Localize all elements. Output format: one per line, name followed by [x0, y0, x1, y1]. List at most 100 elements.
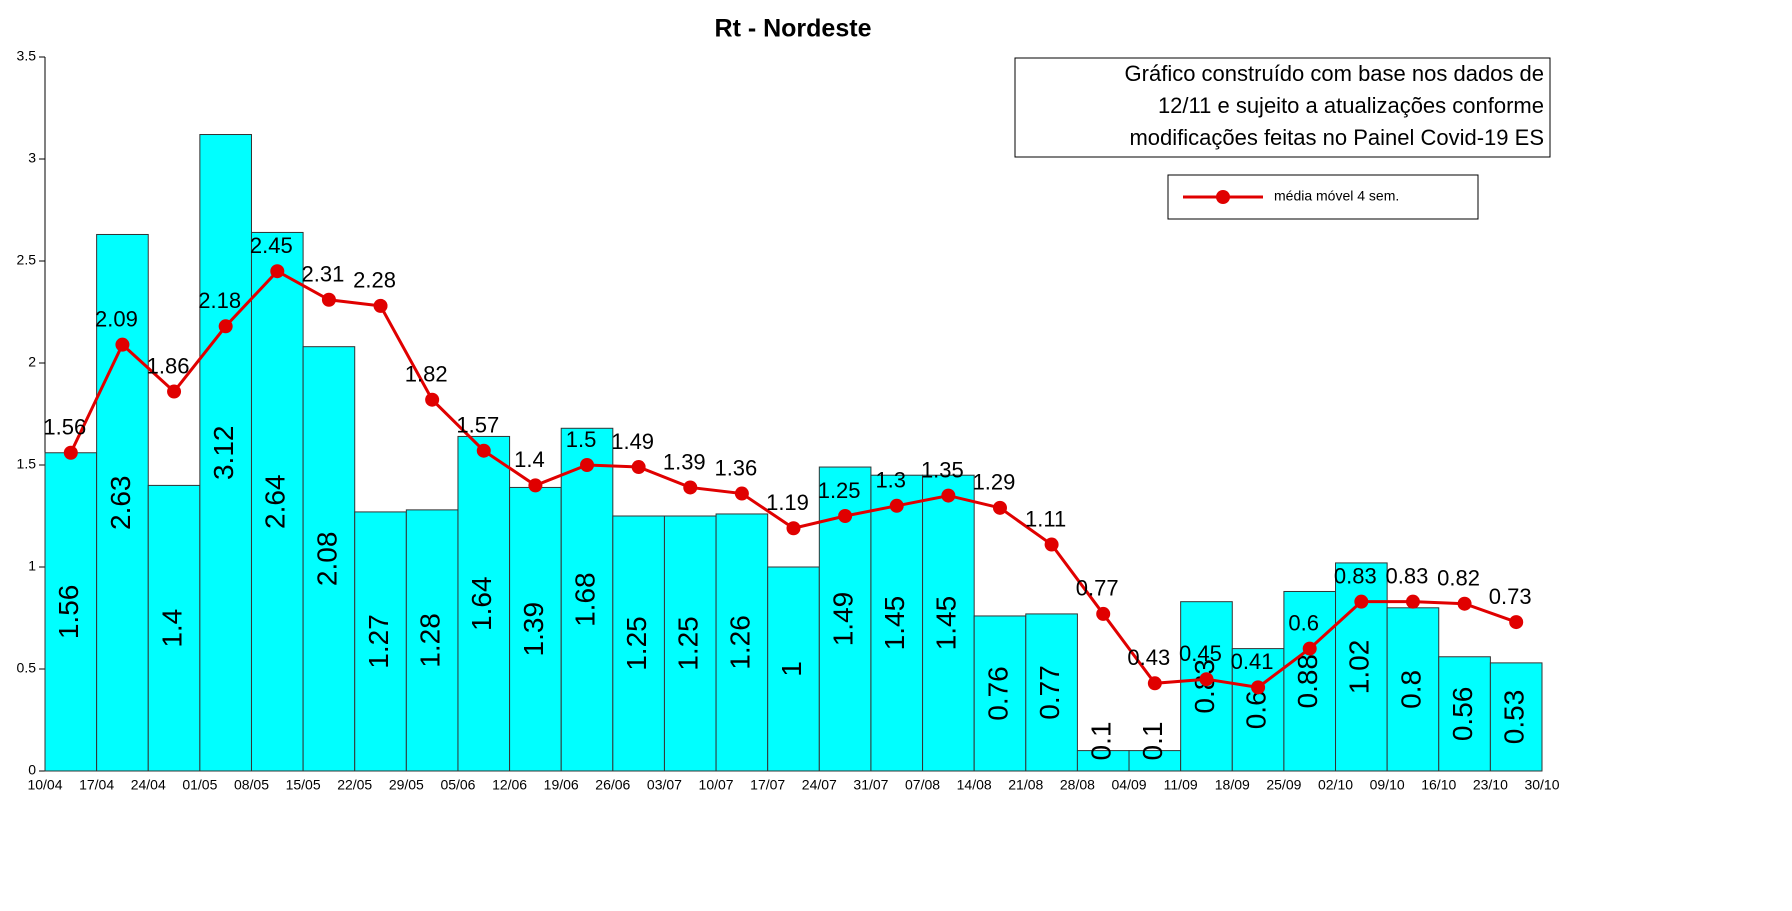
y-tick-label: 1: [28, 558, 36, 574]
line-marker: [476, 443, 491, 458]
x-tick-label: 04/09: [1112, 777, 1147, 793]
bar-value-label: 0.76: [982, 666, 1013, 721]
bar: [663, 515, 717, 772]
x-tick-label: 01/05: [182, 777, 217, 793]
line-value-label: 0.82: [1437, 566, 1480, 591]
x-tick-label: 03/07: [647, 777, 682, 793]
line-marker: [1096, 606, 1111, 621]
line-value-label: 0.83: [1386, 563, 1429, 588]
line-marker: [1302, 641, 1317, 656]
line-marker: [889, 498, 904, 513]
x-tick-label: 14/08: [957, 777, 992, 793]
bar-value-label: 0.8: [1395, 670, 1426, 709]
line-marker: [270, 264, 285, 279]
bar: [715, 513, 769, 772]
line-marker: [734, 486, 749, 501]
x-tick-label: 12/06: [492, 777, 527, 793]
bar-value-label: 1.49: [828, 592, 859, 647]
bar: [250, 231, 304, 772]
line-marker: [1147, 676, 1162, 691]
line-value-label: 0.45: [1179, 641, 1222, 666]
bar-value-label: 0.1: [1137, 722, 1168, 761]
y-tick-label: 2: [28, 354, 36, 370]
x-tick-label: 19/06: [544, 777, 579, 793]
bar: [767, 566, 820, 772]
y-tick-label: 3.5: [17, 48, 37, 64]
bar-value-label: 0.83: [1189, 659, 1220, 714]
bar: [973, 615, 1027, 772]
line-marker: [1251, 680, 1266, 695]
bar-value-label: 1.28: [415, 613, 446, 668]
x-tick-label: 10/07: [699, 777, 734, 793]
line-value-label: 2.09: [95, 306, 138, 331]
y-tick-label: 2.5: [17, 252, 37, 268]
bar: [96, 233, 149, 772]
line-value-label: 1.11: [1025, 506, 1066, 531]
line-value-label: 1.19: [766, 490, 809, 515]
bar-value-label: 1.25: [621, 616, 652, 671]
bar: [1180, 601, 1233, 772]
bar: [354, 511, 407, 772]
bar: [870, 474, 924, 772]
x-tick-label: 25/09: [1266, 777, 1301, 793]
bar: [560, 427, 614, 772]
bar-value-label: 1: [776, 661, 807, 677]
line-marker: [321, 292, 336, 307]
line-marker: [1044, 537, 1059, 552]
line-marker: [1199, 672, 1214, 687]
line-value-label: 1.49: [611, 429, 654, 454]
bar-value-label: 1.4: [156, 609, 187, 648]
line-value-label: 0.83: [1334, 563, 1377, 588]
bar-value-label: 1.26: [724, 615, 755, 670]
line-marker: [115, 337, 130, 352]
bar: [199, 134, 252, 772]
legend-label: média móvel 4 sem.: [1274, 188, 1399, 204]
y-tick-label: 3: [28, 150, 36, 166]
line-marker: [1457, 596, 1472, 611]
x-tick-label: 30/10: [1524, 777, 1559, 793]
x-tick-label: 16/10: [1421, 777, 1456, 793]
line-value-label: 2.45: [250, 233, 293, 258]
x-tick-label: 08/05: [234, 777, 269, 793]
legend-marker: [1216, 190, 1230, 204]
bar-value-label: 2.63: [105, 475, 136, 530]
line-value-label: 1.56: [43, 415, 86, 440]
bar-value-label: 1.45: [931, 596, 962, 651]
y-tick-label: 0: [28, 762, 36, 778]
line-value-label: 0.43: [1127, 645, 1170, 670]
line-value-label: 1.39: [663, 449, 706, 474]
line-marker: [838, 509, 853, 523]
bar-value-label: 1.39: [518, 602, 549, 657]
line-marker: [631, 460, 646, 475]
x-tick-label: 31/07: [853, 777, 888, 793]
bar: [405, 509, 459, 772]
bar-value-label: 3.12: [208, 426, 239, 481]
line-value-label: 2.18: [198, 288, 241, 313]
bar: [509, 486, 562, 772]
line-marker: [1509, 615, 1524, 630]
annotation-text: modificações feitas no Painel Covid-19 E…: [1129, 125, 1544, 150]
x-tick-label: 21/08: [1008, 777, 1043, 793]
line-marker: [63, 445, 78, 460]
x-tick-label: 24/04: [131, 777, 166, 793]
x-tick-label: 11/09: [1164, 777, 1198, 793]
x-tick-label: 17/07: [750, 777, 785, 793]
bar-value-label: 0.77: [1034, 665, 1065, 720]
x-tick-label: 23/10: [1473, 777, 1508, 793]
bar-value-label: 2.64: [260, 474, 291, 528]
line-value-label: 1.25: [818, 478, 861, 503]
x-tick-label: 29/05: [389, 777, 424, 793]
bar: [147, 484, 201, 772]
line-marker: [683, 480, 698, 495]
line-marker: [1354, 594, 1369, 609]
y-tick-label: 0.5: [17, 660, 37, 676]
line-marker: [218, 319, 233, 334]
bar: [1283, 590, 1337, 772]
line-value-label: 0.6: [1288, 610, 1319, 635]
x-tick-label: 26/06: [595, 777, 630, 793]
x-tick-label: 09/10: [1370, 777, 1405, 793]
bar-value-label: 0.53: [1499, 690, 1530, 745]
line-value-label: 1.35: [921, 457, 964, 482]
x-tick-label: 10/04: [27, 777, 62, 793]
line-marker: [373, 298, 388, 313]
